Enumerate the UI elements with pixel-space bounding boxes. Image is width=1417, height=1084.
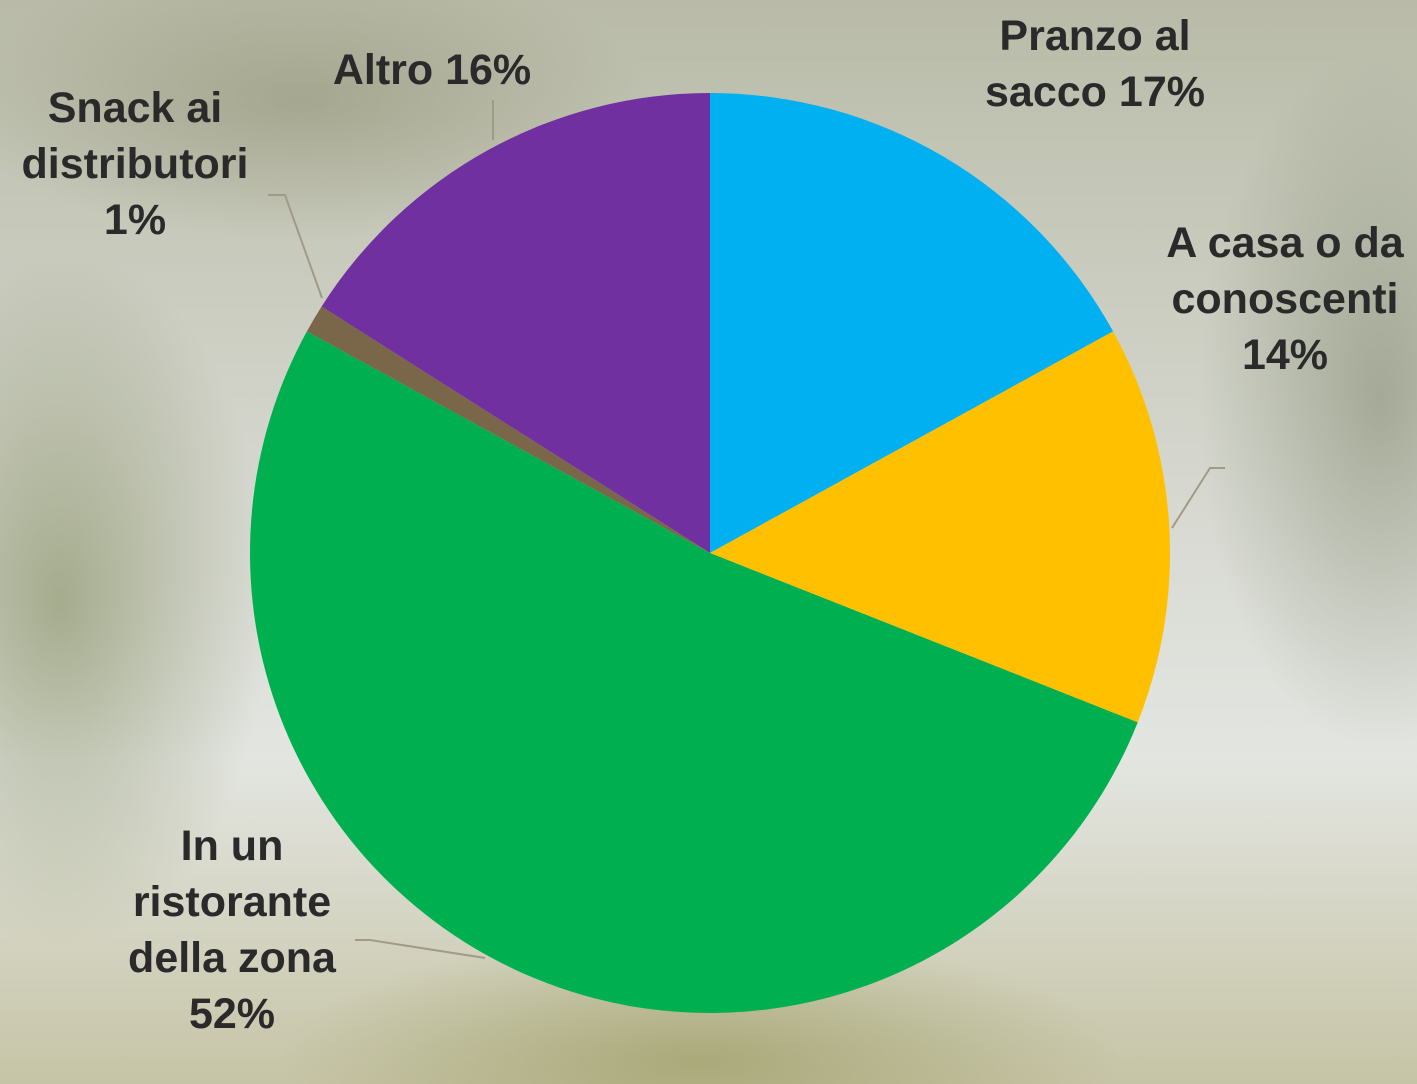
data-label: Altro 16%	[292, 42, 572, 98]
label-category: A casa o da conoscenti	[1166, 219, 1404, 323]
label-value: 16%	[445, 46, 532, 94]
label-category: Snack ai distributori	[21, 84, 249, 188]
data-label: Snack ai distributori 1%	[0, 80, 270, 248]
leader-lines	[268, 100, 1225, 959]
label-value: 52%	[188, 990, 276, 1038]
leader-line	[1171, 467, 1225, 529]
leader-line	[268, 194, 323, 299]
pie-slice	[321, 93, 710, 553]
pie-slice	[306, 306, 710, 553]
pie-slice	[710, 331, 1170, 723]
pie-slice	[249, 331, 1138, 1014]
data-label: In un ristorante della zona 52%	[97, 818, 367, 1042]
label-category: In un ristorante della zona	[128, 822, 336, 982]
label-value: 14%	[1241, 331, 1329, 379]
data-label: A casa o da conoscenti 14%	[1155, 215, 1415, 383]
leader-line	[355, 939, 486, 959]
pie-slice	[710, 93, 1114, 553]
label-value: 17%	[1118, 68, 1205, 116]
data-label: Pranzo al sacco 17%	[960, 8, 1230, 120]
label-category: Pranzo al sacco	[985, 12, 1191, 116]
label-category: Altro	[332, 46, 434, 94]
label-value: 1%	[103, 196, 167, 244]
